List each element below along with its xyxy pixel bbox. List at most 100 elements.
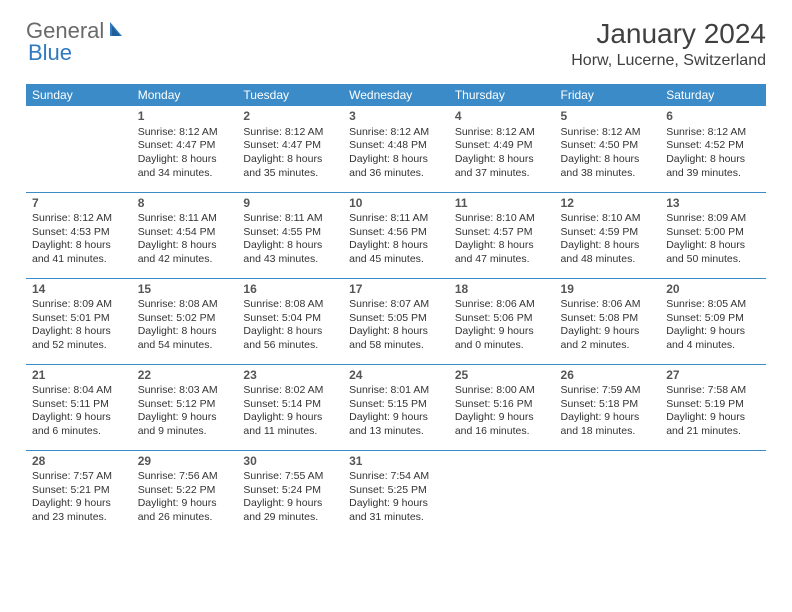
daylight-line: Daylight: 8 hours — [138, 153, 232, 167]
day-number: 29 — [138, 454, 232, 470]
day-number: 15 — [138, 282, 232, 298]
daylight-line: Daylight: 9 hours — [32, 497, 126, 511]
sunrise-line: Sunrise: 7:56 AM — [138, 470, 232, 484]
day-number: 9 — [243, 196, 337, 212]
daylight-line: Daylight: 8 hours — [138, 239, 232, 253]
sunrise-line: Sunrise: 8:02 AM — [243, 384, 337, 398]
day-number: 19 — [561, 282, 655, 298]
daylight-line: and 16 minutes. — [455, 425, 549, 439]
daylight-line: Daylight: 9 hours — [349, 411, 443, 425]
sunrise-line: Sunrise: 8:11 AM — [349, 212, 443, 226]
daylight-line: Daylight: 8 hours — [32, 325, 126, 339]
daylight-line: and 21 minutes. — [666, 425, 760, 439]
daylight-line: and 18 minutes. — [561, 425, 655, 439]
day-cell — [26, 106, 132, 192]
day-number: 28 — [32, 454, 126, 470]
day-cell — [660, 450, 766, 536]
daylight-line: Daylight: 9 hours — [243, 411, 337, 425]
day-number: 5 — [561, 109, 655, 125]
sunset-line: Sunset: 5:02 PM — [138, 312, 232, 326]
daylight-line: and 13 minutes. — [349, 425, 443, 439]
sunset-line: Sunset: 5:04 PM — [243, 312, 337, 326]
sunset-line: Sunset: 5:08 PM — [561, 312, 655, 326]
sunrise-line: Sunrise: 8:12 AM — [243, 126, 337, 140]
sunrise-line: Sunrise: 7:58 AM — [666, 384, 760, 398]
sunrise-line: Sunrise: 7:59 AM — [561, 384, 655, 398]
daylight-line: and 11 minutes. — [243, 425, 337, 439]
sunset-line: Sunset: 5:00 PM — [666, 226, 760, 240]
sunset-line: Sunset: 5:21 PM — [32, 484, 126, 498]
day-number: 26 — [561, 368, 655, 384]
daylight-line: and 58 minutes. — [349, 339, 443, 353]
sunset-line: Sunset: 4:53 PM — [32, 226, 126, 240]
sunset-line: Sunset: 4:50 PM — [561, 139, 655, 153]
day-cell: 24Sunrise: 8:01 AMSunset: 5:15 PMDayligh… — [343, 364, 449, 450]
sunrise-line: Sunrise: 8:12 AM — [561, 126, 655, 140]
sunset-line: Sunset: 4:48 PM — [349, 139, 443, 153]
page-title: January 2024 — [571, 18, 766, 50]
day-number: 31 — [349, 454, 443, 470]
daylight-line: and 34 minutes. — [138, 167, 232, 181]
sunrise-line: Sunrise: 8:11 AM — [138, 212, 232, 226]
day-cell: 3Sunrise: 8:12 AMSunset: 4:48 PMDaylight… — [343, 106, 449, 192]
day-number: 1 — [138, 109, 232, 125]
day-cell — [555, 450, 661, 536]
daylight-line: Daylight: 9 hours — [138, 497, 232, 511]
daylight-line: Daylight: 9 hours — [349, 497, 443, 511]
daylight-line: and 31 minutes. — [349, 511, 443, 525]
dayhdr-fri: Friday — [555, 84, 661, 106]
daylight-line: Daylight: 8 hours — [561, 153, 655, 167]
sunset-line: Sunset: 5:24 PM — [243, 484, 337, 498]
daylight-line: Daylight: 9 hours — [666, 411, 760, 425]
sunrise-line: Sunrise: 8:10 AM — [561, 212, 655, 226]
day-cell: 31Sunrise: 7:54 AMSunset: 5:25 PMDayligh… — [343, 450, 449, 536]
location: Horw, Lucerne, Switzerland — [571, 52, 766, 70]
daylight-line: and 9 minutes. — [138, 425, 232, 439]
sunrise-line: Sunrise: 8:06 AM — [561, 298, 655, 312]
day-number: 13 — [666, 196, 760, 212]
sunset-line: Sunset: 5:09 PM — [666, 312, 760, 326]
sunrise-line: Sunrise: 8:00 AM — [455, 384, 549, 398]
day-cell — [449, 450, 555, 536]
day-number: 21 — [32, 368, 126, 384]
sunrise-line: Sunrise: 8:05 AM — [666, 298, 760, 312]
logo-text-blue: Blue — [28, 40, 72, 65]
daylight-line: and 56 minutes. — [243, 339, 337, 353]
daylight-line: and 42 minutes. — [138, 253, 232, 267]
day-number: 14 — [32, 282, 126, 298]
week-row: 14Sunrise: 8:09 AMSunset: 5:01 PMDayligh… — [26, 278, 766, 364]
sunset-line: Sunset: 5:14 PM — [243, 398, 337, 412]
daylight-line: and 37 minutes. — [455, 167, 549, 181]
daylight-line: and 54 minutes. — [138, 339, 232, 353]
day-cell: 17Sunrise: 8:07 AMSunset: 5:05 PMDayligh… — [343, 278, 449, 364]
sunrise-line: Sunrise: 8:12 AM — [349, 126, 443, 140]
day-number: 7 — [32, 196, 126, 212]
day-cell: 22Sunrise: 8:03 AMSunset: 5:12 PMDayligh… — [132, 364, 238, 450]
day-number: 10 — [349, 196, 443, 212]
day-number: 22 — [138, 368, 232, 384]
day-cell: 7Sunrise: 8:12 AMSunset: 4:53 PMDaylight… — [26, 192, 132, 278]
sunset-line: Sunset: 5:19 PM — [666, 398, 760, 412]
sunrise-line: Sunrise: 8:08 AM — [138, 298, 232, 312]
daylight-line: Daylight: 8 hours — [455, 153, 549, 167]
day-number: 8 — [138, 196, 232, 212]
daylight-line: and 36 minutes. — [349, 167, 443, 181]
header: General January 2024 Horw, Lucerne, Swit… — [26, 18, 766, 70]
day-cell: 4Sunrise: 8:12 AMSunset: 4:49 PMDaylight… — [449, 106, 555, 192]
daylight-line: and 52 minutes. — [32, 339, 126, 353]
sunrise-line: Sunrise: 8:01 AM — [349, 384, 443, 398]
sunrise-line: Sunrise: 7:57 AM — [32, 470, 126, 484]
day-cell: 16Sunrise: 8:08 AMSunset: 5:04 PMDayligh… — [237, 278, 343, 364]
week-row: 1Sunrise: 8:12 AMSunset: 4:47 PMDaylight… — [26, 106, 766, 192]
sunrise-line: Sunrise: 8:12 AM — [666, 126, 760, 140]
sunset-line: Sunset: 5:18 PM — [561, 398, 655, 412]
dayhdr-thu: Thursday — [449, 84, 555, 106]
dayhdr-sat: Saturday — [660, 84, 766, 106]
daylight-line: Daylight: 8 hours — [349, 239, 443, 253]
sail-icon — [108, 20, 128, 43]
daylight-line: Daylight: 9 hours — [138, 411, 232, 425]
sunset-line: Sunset: 5:12 PM — [138, 398, 232, 412]
sunrise-line: Sunrise: 8:10 AM — [455, 212, 549, 226]
daylight-line: Daylight: 9 hours — [243, 497, 337, 511]
dayhdr-mon: Monday — [132, 84, 238, 106]
